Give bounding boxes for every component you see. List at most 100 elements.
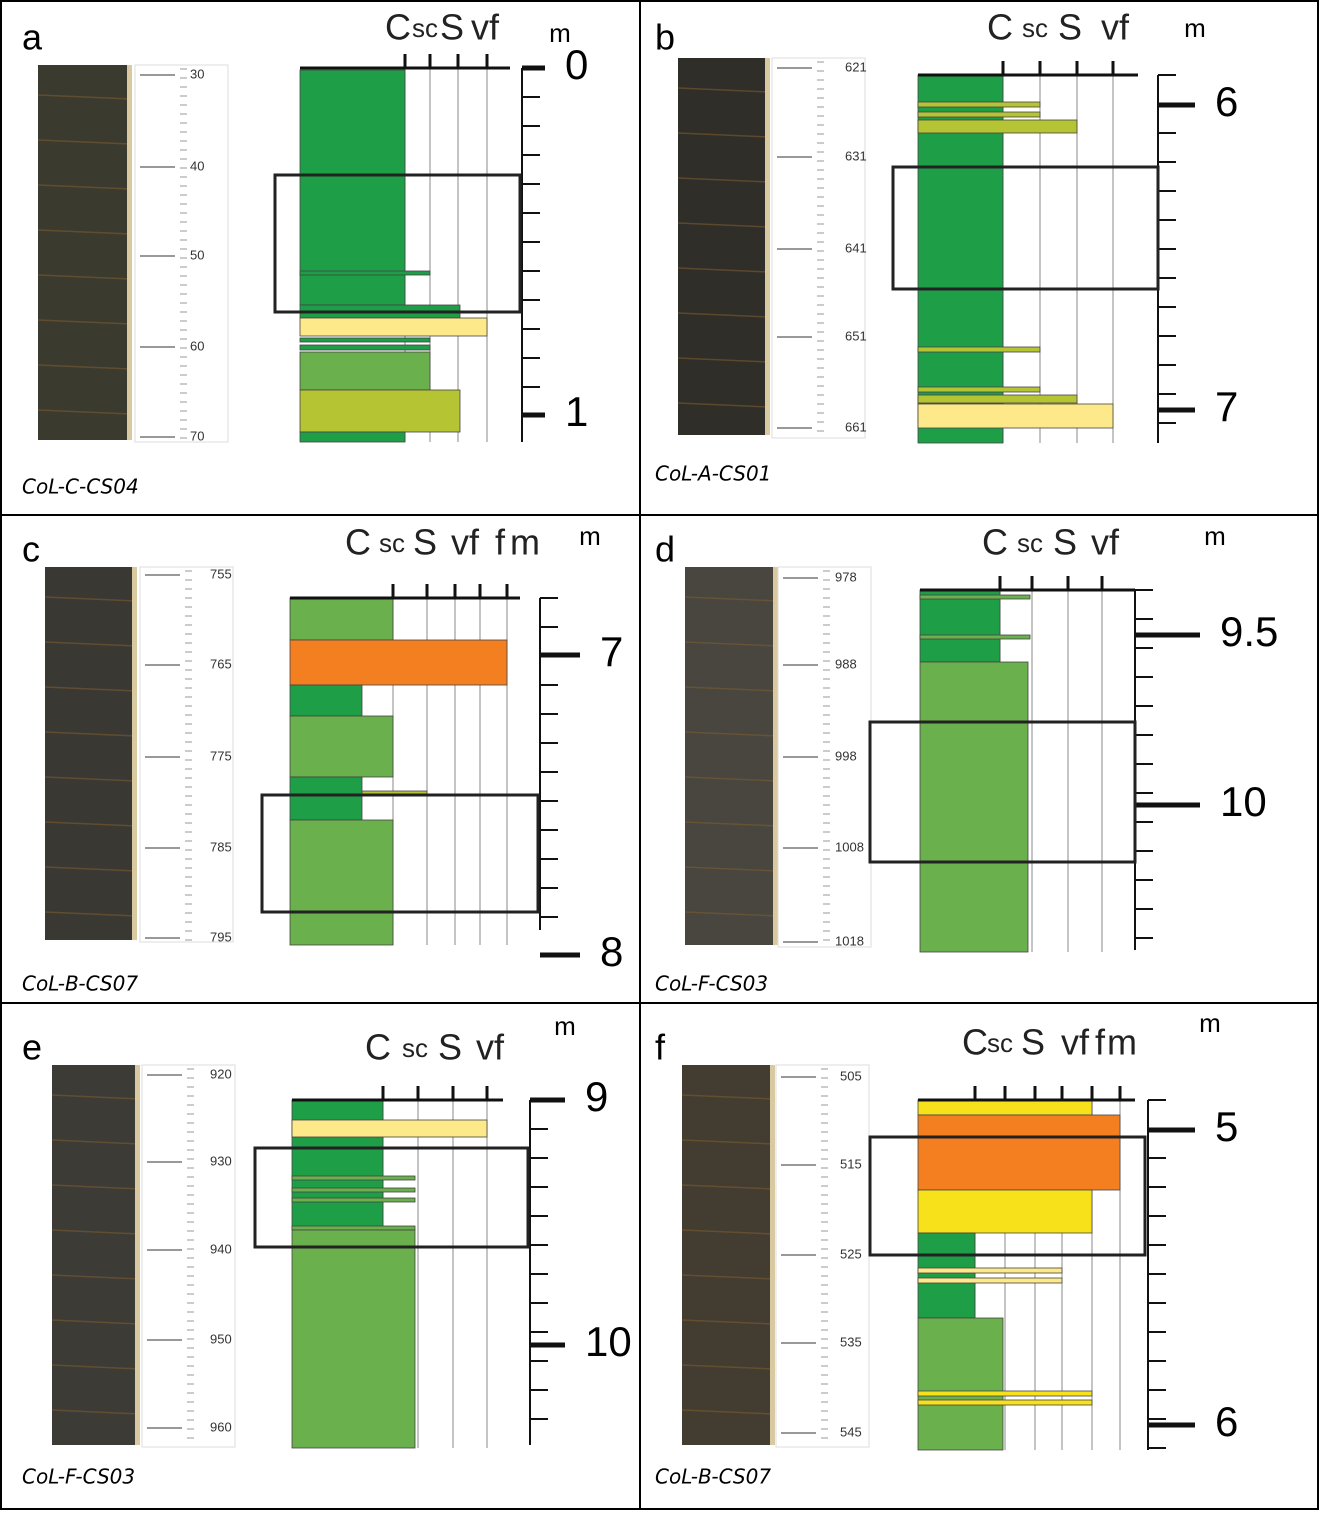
depth-label: 8 [600, 928, 623, 975]
core-caption: CoL-C-CS04 [22, 475, 139, 499]
grain-scale-label: sc [412, 13, 438, 43]
depth-label: 5 [1215, 1103, 1238, 1150]
grain-scale-label: m [1107, 1022, 1137, 1063]
core-lamina [51, 1364, 141, 1370]
grain-scale-label: f [495, 522, 506, 563]
grain-bar [291, 1099, 384, 1231]
ruler-label: 950 [210, 1331, 232, 1346]
grain-scale-label: S [440, 7, 464, 48]
core-lamina [681, 1229, 776, 1235]
core-caption: CoL-B-CS07 [22, 972, 138, 996]
ruler [139, 566, 234, 943]
core-caption: CoL-F-CS03 [22, 1465, 135, 1489]
grain-bar [289, 639, 508, 686]
core-lamina [684, 641, 779, 647]
core-lamina [684, 596, 779, 602]
ruler-label: 978 [835, 569, 857, 584]
ruler-label: 525 [840, 1246, 862, 1261]
grain-scale-label: vf [1101, 7, 1130, 48]
ruler-label: 775 [210, 748, 232, 763]
grain-bar [917, 1317, 1004, 1451]
core-lamina [51, 1274, 141, 1280]
core-lamina [681, 1409, 776, 1415]
ruler-label: 50 [190, 247, 204, 262]
panel-letter: d [655, 529, 675, 570]
grain-bar [299, 317, 488, 337]
core-lamina [44, 596, 138, 602]
core-photo [52, 1065, 140, 1445]
grain-scale-label: sc [1022, 13, 1048, 43]
core-lamina [677, 132, 771, 138]
highlight-box [273, 173, 522, 314]
core-lamina [677, 357, 771, 363]
core-lamina [681, 1274, 776, 1280]
grain-bar [299, 431, 406, 443]
core-lamina [37, 94, 133, 100]
depth-label: 6 [1215, 1398, 1238, 1445]
grain-scale-label: f [1095, 1022, 1106, 1063]
grain-bar [289, 715, 394, 778]
core-lamina [684, 731, 779, 737]
grain-bar [299, 389, 461, 433]
core-lamina [44, 641, 138, 647]
core-lamina [681, 1364, 776, 1370]
grain-bar [917, 1114, 1121, 1191]
depth-unit: m [1204, 521, 1226, 551]
core-lamina [37, 229, 133, 235]
ruler-label: 930 [210, 1153, 232, 1168]
ruler-label: 30 [190, 66, 204, 81]
core-lamina [37, 364, 133, 370]
grain-scale-label: sc [1017, 528, 1043, 558]
core-lamina [677, 402, 771, 408]
panel-letter: a [22, 17, 43, 58]
grain-bar [299, 344, 431, 351]
grain-bar [917, 1277, 1063, 1284]
grain-bar [917, 74, 1004, 444]
ruler-label: 755 [210, 566, 232, 581]
grain-bar [917, 386, 1041, 393]
core-lamina [684, 776, 779, 782]
core-lamina [681, 1139, 776, 1145]
ruler-label: 940 [210, 1241, 232, 1256]
ruler-label: 785 [210, 839, 232, 854]
core-lamina [37, 139, 133, 145]
core-photo [38, 65, 132, 440]
core-lamina [44, 911, 138, 917]
core-lamina [44, 866, 138, 872]
grain-bar [917, 119, 1078, 134]
ruler-label: 998 [835, 748, 857, 763]
ruler [771, 57, 866, 439]
grain-bar [917, 394, 1078, 404]
core-lamina [51, 1139, 141, 1145]
depth-label: 6 [1215, 78, 1238, 125]
ruler-label: 920 [210, 1066, 232, 1081]
core-lamina [681, 1319, 776, 1325]
grain-bar [917, 346, 1041, 353]
grain-scale-label: C [987, 7, 1013, 48]
grain-scale-label: C [345, 522, 371, 563]
depth-unit: m [549, 18, 571, 48]
grain-bar [917, 111, 1041, 118]
core-caption: CoL-F-CS03 [655, 972, 768, 996]
ruler-label: 515 [840, 1156, 862, 1171]
depth-unit: m [1184, 13, 1206, 43]
grain-scale-label: vf [471, 7, 500, 48]
depth-label: 9 [585, 1073, 608, 1120]
grain-bar [289, 819, 394, 946]
core-lamina [51, 1229, 141, 1235]
grain-bar [917, 1189, 1093, 1234]
depth-label: 1 [565, 388, 588, 435]
core-lamina [37, 184, 133, 190]
ruler-label: 631 [845, 148, 867, 163]
grain-scale-label: vf [1061, 1022, 1090, 1063]
grain-bar [917, 1267, 1063, 1274]
ruler-label: 545 [840, 1424, 862, 1439]
grain-scale-label: C [385, 7, 411, 48]
depth-label: 7 [1215, 383, 1238, 430]
core-lamina [37, 319, 133, 325]
grain-scale-label: S [1053, 522, 1077, 563]
panel-letter: c [22, 529, 40, 570]
panel-letter: b [655, 17, 675, 58]
core-lamina [677, 267, 771, 273]
highlight-box [253, 1146, 530, 1249]
